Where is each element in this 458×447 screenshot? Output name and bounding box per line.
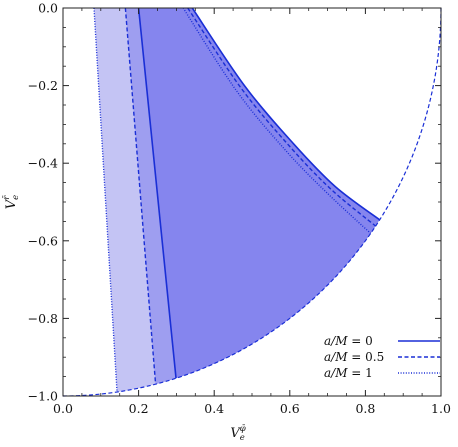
x-tick-label: 0.6 [280,401,300,416]
y-axis-label: Ver̄ [2,195,21,209]
legend-label-series-2: a/M = 0.5 [324,350,384,364]
x-tick-label: 1.0 [431,401,451,416]
axis-ticks [62,7,442,397]
y-tick-label: −0.6 [28,233,58,248]
outer-edge-series-2 [187,7,377,227]
axis-tick-labels: 0.0 0.2 0.4 0.6 0.8 1.0 0.0 −0.2 −0.4 −0.6 −0.8 −1.… [28,1,451,417]
inner-edge-series-2 [124,7,157,385]
series-edges [93,7,381,393]
x-axis-label: Veφ̄ [230,424,245,443]
y-tick-label: −1.0 [28,389,58,404]
x-tick-label: 0.0 [53,401,73,416]
legend-label-series-3: a/M = 1 [324,366,373,380]
legend: a/M = 0 a/M = 0.5 a/M = 1 [324,334,440,380]
y-tick-label: −0.8 [28,311,58,326]
x-tick-label: 0.4 [204,401,224,416]
outer-edge-series-3 [182,7,372,234]
inner-edge-series-3 [93,7,118,393]
allowed-regions [93,8,380,393]
unit-circle-boundary [62,7,442,397]
inner-edge-series-1 [137,7,177,379]
legend-label-series-1: a/M = 0 [324,334,373,348]
x-tick-label: 0.8 [355,401,375,416]
y-tick-label: 0.0 [38,1,58,16]
x-tick-label: 0.2 [129,401,149,416]
region-series-1 [138,8,380,379]
y-tick-label: −0.2 [28,78,58,93]
outer-edge-series-1 [191,7,381,221]
y-tick-label: −0.4 [28,156,58,171]
